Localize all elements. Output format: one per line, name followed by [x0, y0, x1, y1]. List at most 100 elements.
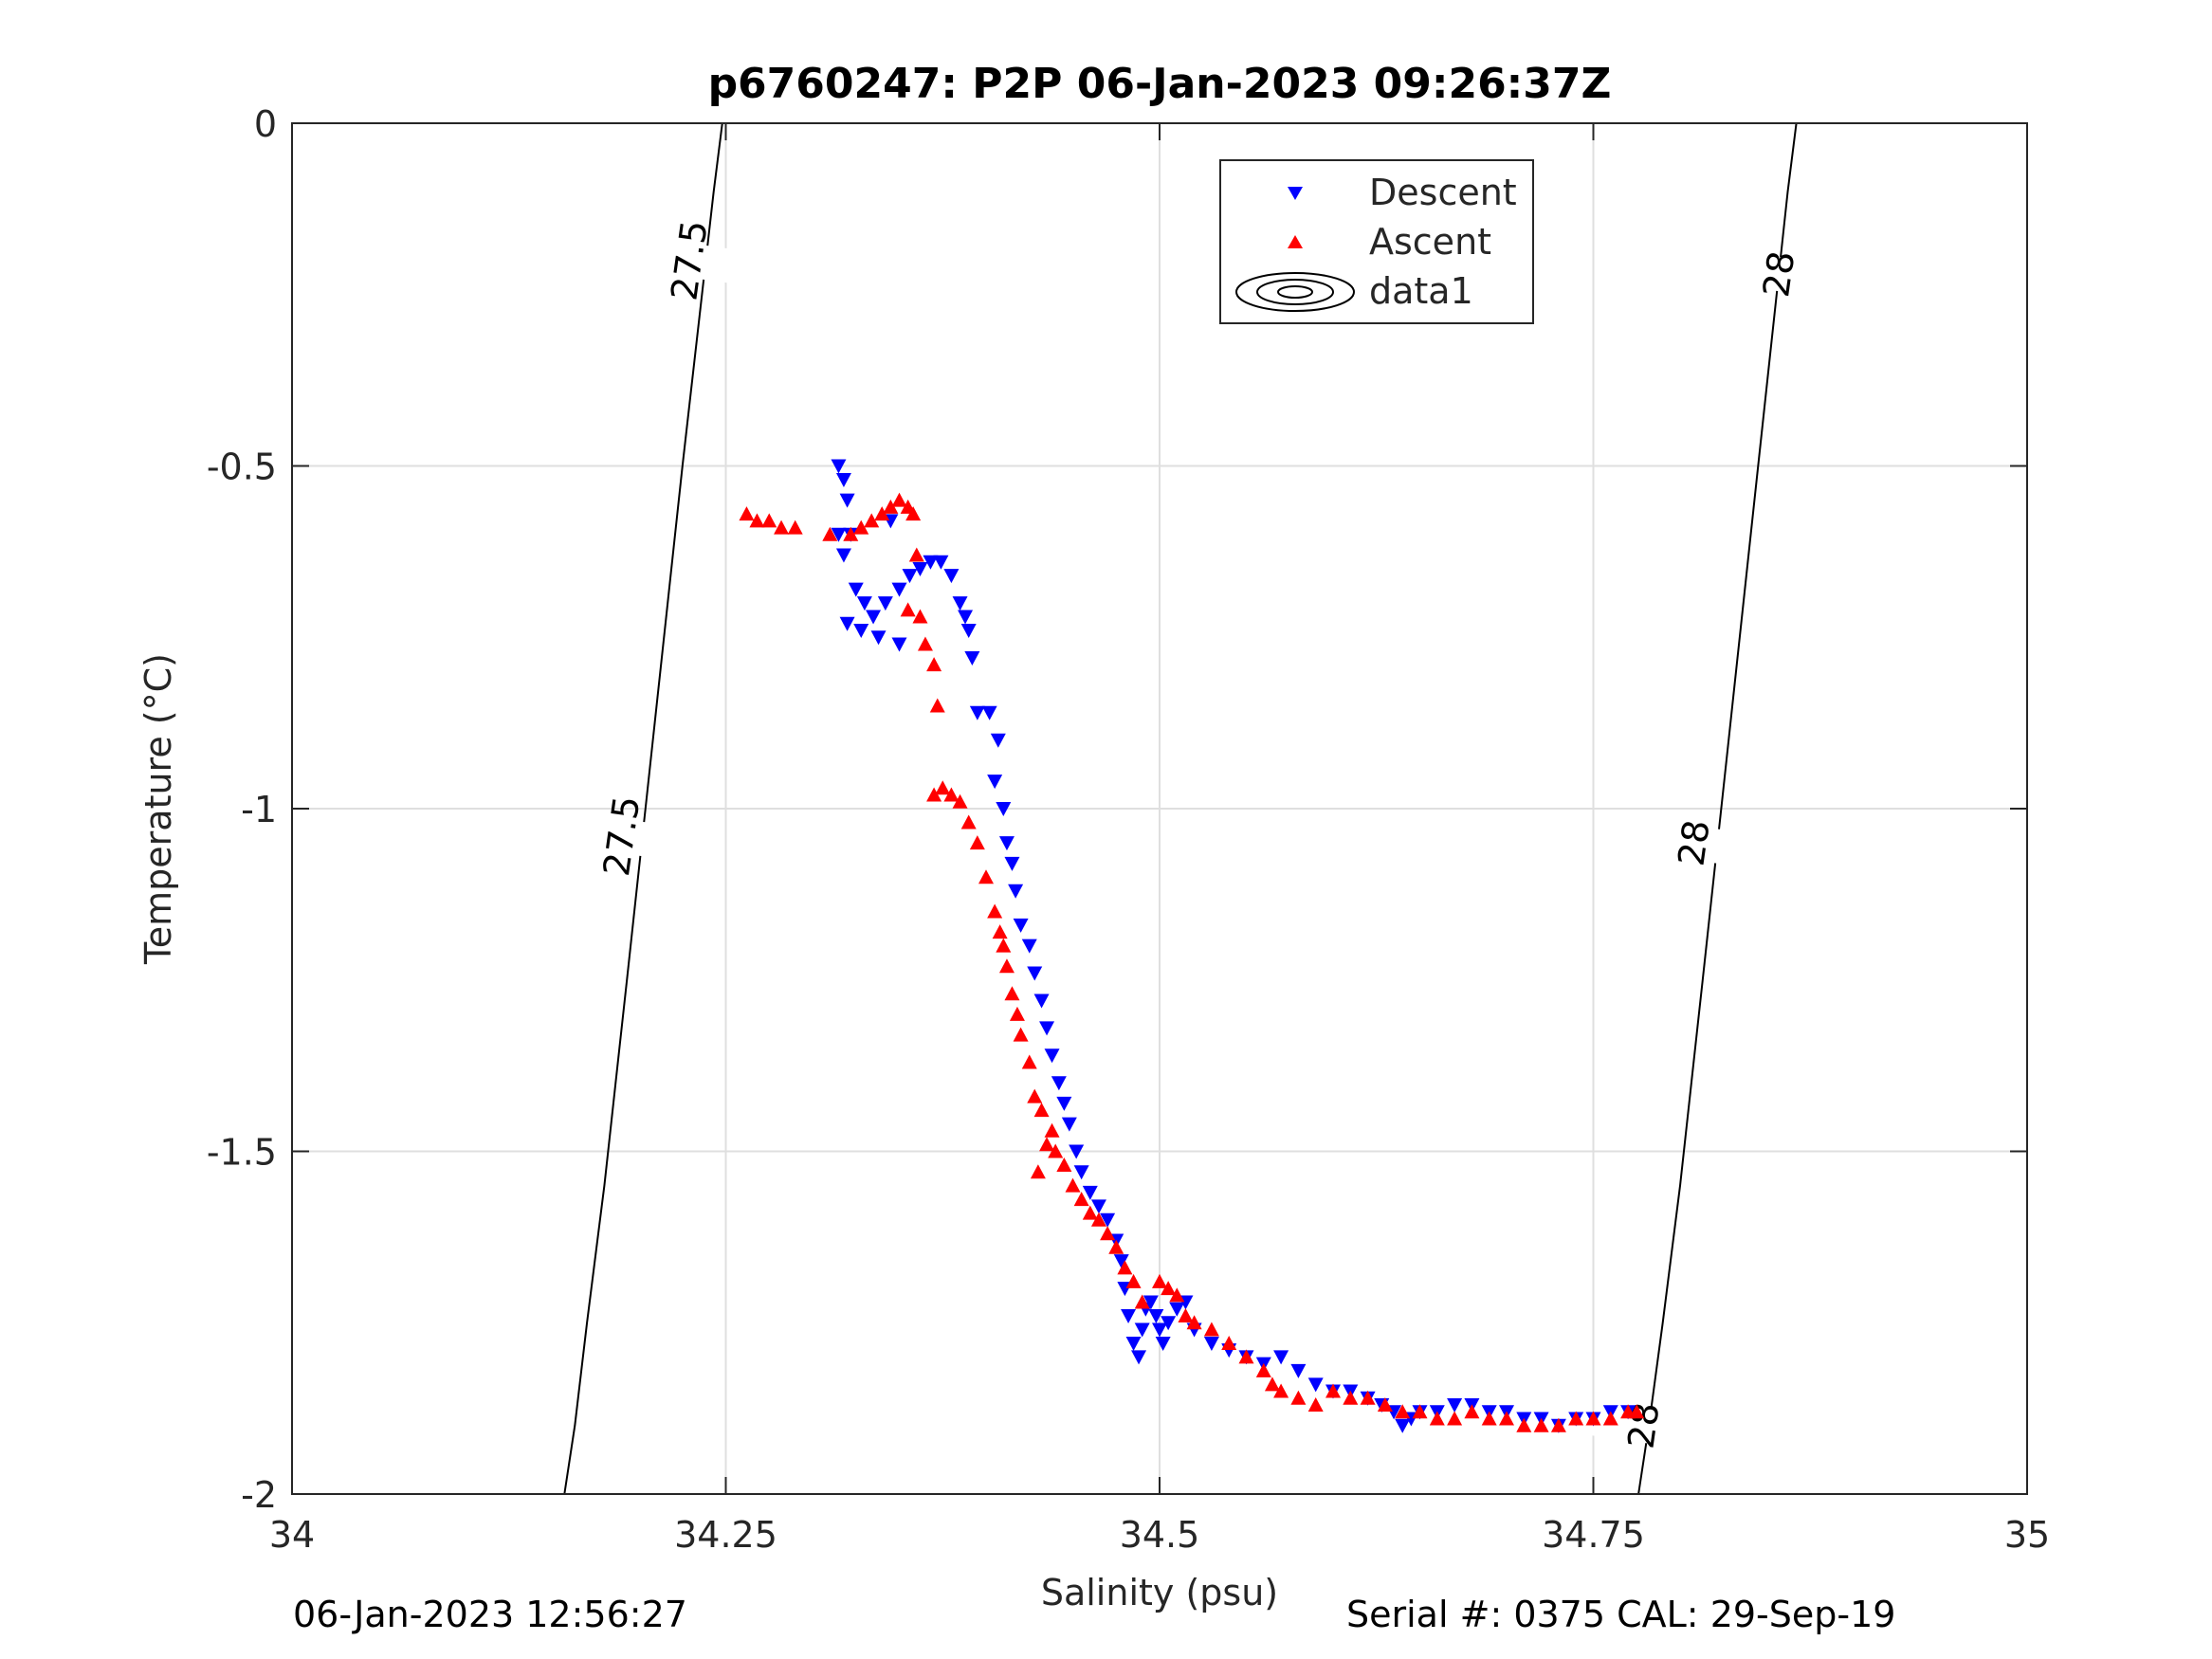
descent-point: [1148, 1309, 1164, 1324]
descent-point: [958, 610, 974, 625]
ascent-point: [978, 869, 994, 884]
descent-point: [990, 733, 1006, 748]
descent-point: [1044, 1048, 1060, 1064]
descent-point: [1073, 1165, 1089, 1180]
descent-point: [952, 596, 968, 611]
descent-point: [891, 637, 907, 652]
descent-point: [1069, 1144, 1085, 1159]
y-tick-label: -2: [241, 1474, 277, 1516]
descent-point: [902, 569, 918, 584]
ascent-point: [917, 636, 933, 651]
descent-point: [1121, 1309, 1137, 1324]
legend-contour-icon: [1235, 272, 1355, 312]
ascent-point: [1152, 1273, 1167, 1288]
descent-point: [923, 555, 939, 570]
ascent-point: [926, 787, 942, 802]
ascent-point: [1533, 1417, 1549, 1432]
descent-point: [1125, 1336, 1142, 1351]
descent-point: [1152, 1322, 1167, 1338]
ascent-point: [883, 499, 899, 514]
descent-point: [1273, 1350, 1289, 1365]
ascent-point: [1082, 1205, 1098, 1220]
ascent-point: [1048, 1143, 1064, 1158]
ascent-point: [874, 506, 890, 521]
descent-point: [831, 459, 847, 474]
contour-label-background: [1590, 1401, 1697, 1450]
descent-point: [1447, 1398, 1463, 1413]
ascent-point: [1264, 1376, 1280, 1392]
ascent-point: [1516, 1417, 1532, 1432]
x-tick-label: 34: [269, 1514, 315, 1556]
ascent-point: [1100, 1226, 1116, 1241]
x-ticks: 34 34.25 34.5 34.75 35: [269, 123, 2050, 1556]
ascent-point: [943, 787, 960, 802]
ascent-point: [987, 903, 1003, 919]
descent-point: [1090, 1199, 1106, 1214]
ascent-point: [992, 924, 1008, 939]
descent-point: [839, 493, 855, 508]
y-tick-label: 0: [254, 103, 277, 145]
legend-descent-marker: [1288, 187, 1303, 200]
x-axis-label: Salinity (psu): [1041, 1572, 1278, 1613]
ascent-point: [1238, 1349, 1254, 1364]
x-tick-label: 34.5: [1120, 1514, 1200, 1556]
descent-point: [1131, 1350, 1147, 1365]
ascent-point: [1178, 1308, 1194, 1323]
y-ticks: -2 -1.5 -1 -0.5 0: [207, 103, 2027, 1516]
ascent-point: [853, 520, 869, 535]
descent-point: [1203, 1336, 1219, 1351]
y-tick-label: -1.5: [207, 1132, 277, 1174]
ascent-point: [1039, 1137, 1055, 1152]
descent-point: [853, 624, 869, 639]
legend-ascent-marker: [1288, 235, 1303, 248]
legend: Descent Ascent data1: [1219, 159, 1534, 324]
ascent-point: [1009, 1006, 1025, 1021]
ascent-point: [1134, 1294, 1150, 1309]
ascent-point: [1221, 1335, 1237, 1350]
ascent-point: [1377, 1397, 1393, 1413]
ascent-point: [1481, 1411, 1497, 1426]
x-tick-label: 34.75: [1542, 1514, 1645, 1556]
ascent-point: [996, 938, 1012, 953]
descent-point: [835, 548, 851, 563]
contour-label-background: [568, 811, 675, 861]
descent-point: [1169, 1302, 1185, 1317]
descent-point: [981, 705, 997, 720]
ascent-point: [1021, 1054, 1037, 1069]
descent-point: [856, 596, 872, 611]
ascent-point: [1073, 1192, 1089, 1207]
descent-point: [870, 630, 887, 646]
descent-point: [1082, 1185, 1098, 1200]
ascent-point: [1290, 1390, 1307, 1405]
descent-point: [1113, 1254, 1129, 1269]
ascent-point: [1585, 1411, 1601, 1426]
descent-point: [1056, 1096, 1072, 1111]
ascent-point: [1065, 1177, 1081, 1193]
ascent-point: [1027, 1088, 1043, 1103]
ascent-point: [900, 602, 916, 617]
descent-point: [835, 472, 851, 487]
descent-point: [998, 836, 1015, 851]
descent-point: [1061, 1117, 1077, 1132]
legend-data1-label: data1: [1369, 270, 1473, 312]
descent-point: [839, 616, 855, 631]
ascent-point: [774, 520, 790, 535]
ascent-point: [1090, 1212, 1106, 1227]
ascent-point: [1273, 1383, 1289, 1398]
ascent-point: [1108, 1239, 1124, 1254]
ascent-point: [1464, 1404, 1480, 1419]
legend-box: [1219, 159, 1534, 324]
footer-timestamp: 06-Jan-2023 12:56:27: [293, 1594, 687, 1635]
ascent-point: [761, 513, 777, 528]
y-tick-label: -1: [241, 789, 277, 830]
ascent-point: [749, 513, 765, 528]
footer-serial-cal: Serial #: 0375 CAL: 29-Sep-19: [1346, 1594, 1896, 1635]
descent-point: [969, 705, 985, 720]
descent-point: [1013, 918, 1029, 933]
descent-point: [1051, 1076, 1067, 1091]
descent-point: [1021, 939, 1037, 954]
descent-point: [1155, 1336, 1171, 1351]
ascent-point: [1117, 1260, 1133, 1275]
